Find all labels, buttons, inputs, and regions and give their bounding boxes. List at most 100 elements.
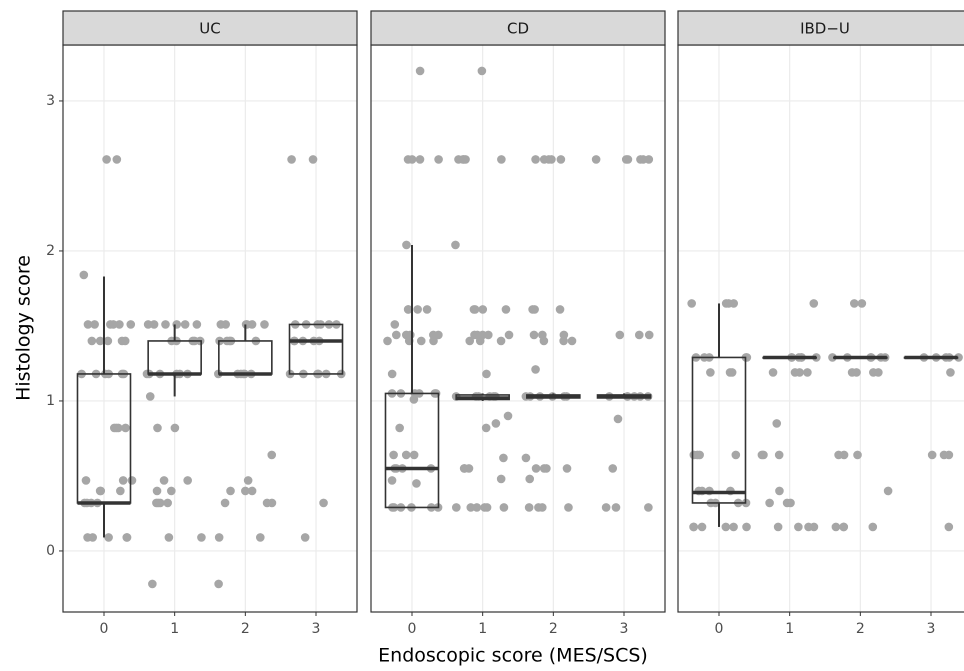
- data-point: [308, 155, 318, 164]
- data-point: [853, 450, 862, 460]
- data-point: [452, 503, 461, 512]
- data-point: [197, 533, 206, 542]
- data-point: [192, 320, 202, 329]
- data-point: [534, 503, 543, 512]
- data-point: [116, 486, 125, 496]
- data-point: [615, 330, 625, 340]
- data-point: [491, 419, 501, 428]
- data-point: [477, 66, 487, 76]
- data-point: [163, 498, 172, 508]
- data-point: [497, 155, 506, 164]
- data-point: [83, 320, 93, 329]
- data-point: [623, 155, 633, 164]
- data-point: [415, 155, 425, 164]
- strip: [62, 10, 358, 46]
- data-point: [390, 320, 400, 329]
- data-point: [742, 522, 751, 532]
- data-point: [849, 299, 859, 308]
- data-point: [547, 155, 556, 164]
- data-point: [241, 486, 250, 496]
- data-point: [591, 155, 601, 164]
- data-point: [809, 299, 819, 308]
- data-point: [142, 369, 152, 379]
- data-point: [601, 503, 611, 512]
- data-point: [319, 498, 328, 508]
- data-point: [772, 419, 782, 428]
- data-point: [149, 320, 159, 329]
- x-tick-label: 3: [927, 621, 936, 637]
- data-point: [524, 503, 534, 512]
- data-point: [475, 336, 485, 346]
- data-point: [109, 320, 118, 329]
- data-point: [120, 336, 130, 346]
- x-tick-label: 1: [785, 621, 794, 637]
- data-point: [126, 320, 136, 329]
- data-point: [170, 423, 180, 433]
- data-point: [539, 336, 549, 346]
- data-point: [121, 423, 130, 433]
- data-point: [644, 330, 654, 340]
- data-point: [531, 464, 541, 473]
- x-tick-label: 2: [856, 621, 865, 637]
- panel-background: [678, 45, 964, 612]
- data-point: [521, 453, 531, 463]
- data-point: [180, 320, 190, 329]
- data-point: [531, 365, 540, 374]
- data-point: [469, 305, 479, 314]
- x-tick-label: 2: [241, 621, 250, 637]
- data-point: [102, 155, 111, 164]
- data-point: [159, 476, 169, 485]
- data-point: [434, 155, 443, 164]
- data-point: [429, 336, 438, 346]
- box: [384, 392, 440, 509]
- data-point: [525, 474, 535, 484]
- data-point: [567, 336, 577, 346]
- data-point: [79, 270, 89, 280]
- data-point: [608, 464, 618, 473]
- strip: [677, 10, 964, 46]
- data-point: [868, 522, 878, 532]
- data-point: [555, 305, 565, 314]
- data-point: [143, 320, 153, 329]
- data-point: [927, 450, 937, 460]
- data-point: [834, 450, 843, 460]
- data-point: [944, 450, 954, 460]
- data-point: [874, 368, 883, 377]
- data-point: [636, 155, 645, 164]
- data-point: [809, 522, 819, 532]
- data-point: [95, 336, 105, 346]
- data-point: [852, 368, 861, 377]
- data-point: [731, 450, 741, 460]
- strip-label: CD: [507, 20, 529, 38]
- data-point: [220, 498, 230, 508]
- data-point: [216, 320, 226, 329]
- data-point: [706, 368, 715, 377]
- data-point: [103, 336, 113, 346]
- data-point: [794, 522, 803, 532]
- data-point: [287, 155, 296, 164]
- data-point: [496, 336, 506, 346]
- data-point: [167, 486, 176, 496]
- y-tick-label: 3: [46, 93, 55, 109]
- data-point: [402, 240, 411, 250]
- data-point: [451, 240, 460, 250]
- strip-label: UC: [199, 20, 220, 38]
- data-point: [496, 474, 506, 484]
- data-point: [214, 579, 223, 589]
- data-point: [152, 486, 162, 496]
- box: [288, 323, 344, 375]
- data-point: [95, 486, 105, 496]
- data-point: [88, 533, 97, 542]
- data-point: [613, 414, 623, 424]
- data-point: [403, 305, 413, 314]
- y-tick-label: 1: [46, 393, 55, 409]
- data-point: [395, 423, 404, 433]
- data-point: [122, 533, 132, 542]
- data-point: [757, 450, 767, 460]
- data-point: [504, 330, 514, 340]
- data-point: [118, 476, 128, 485]
- data-point: [839, 522, 848, 532]
- data-point: [729, 522, 738, 532]
- box: [691, 356, 747, 504]
